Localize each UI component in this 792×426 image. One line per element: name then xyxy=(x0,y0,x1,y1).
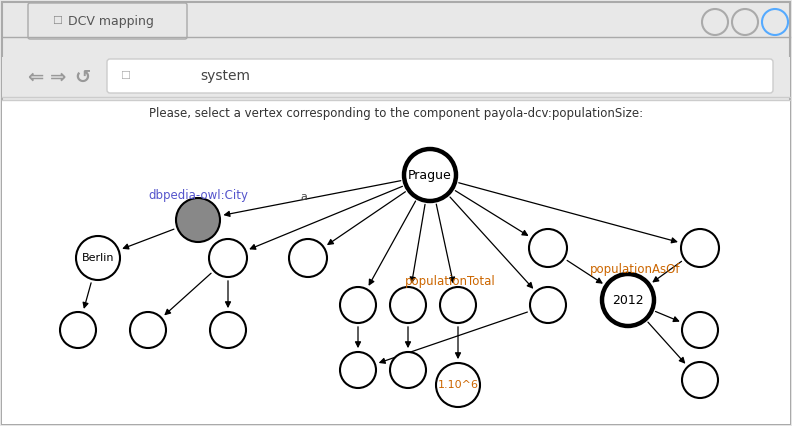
Circle shape xyxy=(390,287,426,323)
Text: Berlin: Berlin xyxy=(82,253,114,263)
Circle shape xyxy=(681,229,719,267)
Circle shape xyxy=(682,312,718,348)
Circle shape xyxy=(60,312,96,348)
Circle shape xyxy=(390,352,426,388)
Text: DCV mapping: DCV mapping xyxy=(68,14,154,28)
Circle shape xyxy=(210,312,246,348)
Text: Prague: Prague xyxy=(408,169,452,181)
Circle shape xyxy=(340,352,376,388)
Text: populationAsOf: populationAsOf xyxy=(590,264,680,276)
Text: ☐: ☐ xyxy=(120,71,130,81)
FancyBboxPatch shape xyxy=(107,59,773,93)
Text: a: a xyxy=(300,193,307,202)
Circle shape xyxy=(76,236,120,280)
Text: dbpedia-owl:City: dbpedia-owl:City xyxy=(148,190,248,202)
Circle shape xyxy=(440,287,476,323)
FancyBboxPatch shape xyxy=(28,3,187,39)
Circle shape xyxy=(340,287,376,323)
Circle shape xyxy=(602,274,654,326)
Text: system: system xyxy=(200,69,250,83)
Circle shape xyxy=(209,239,247,277)
Text: ⇒: ⇒ xyxy=(50,67,67,86)
Text: 2012: 2012 xyxy=(612,294,644,306)
Circle shape xyxy=(176,198,220,242)
Circle shape xyxy=(529,229,567,267)
Circle shape xyxy=(130,312,166,348)
Bar xyxy=(2,100,790,424)
Text: ⇐: ⇐ xyxy=(27,67,44,86)
Bar xyxy=(2,57,790,97)
Text: ↺: ↺ xyxy=(74,67,90,86)
Circle shape xyxy=(404,149,456,201)
Text: ☐: ☐ xyxy=(52,16,62,26)
Text: Please, select a vertex corresponding to the component payola-dcv:populationSize: Please, select a vertex corresponding to… xyxy=(149,107,643,121)
Text: 1.10^6: 1.10^6 xyxy=(437,380,478,390)
Circle shape xyxy=(530,287,566,323)
Text: populationTotal: populationTotal xyxy=(405,276,495,288)
Circle shape xyxy=(289,239,327,277)
Circle shape xyxy=(436,363,480,407)
Circle shape xyxy=(682,362,718,398)
